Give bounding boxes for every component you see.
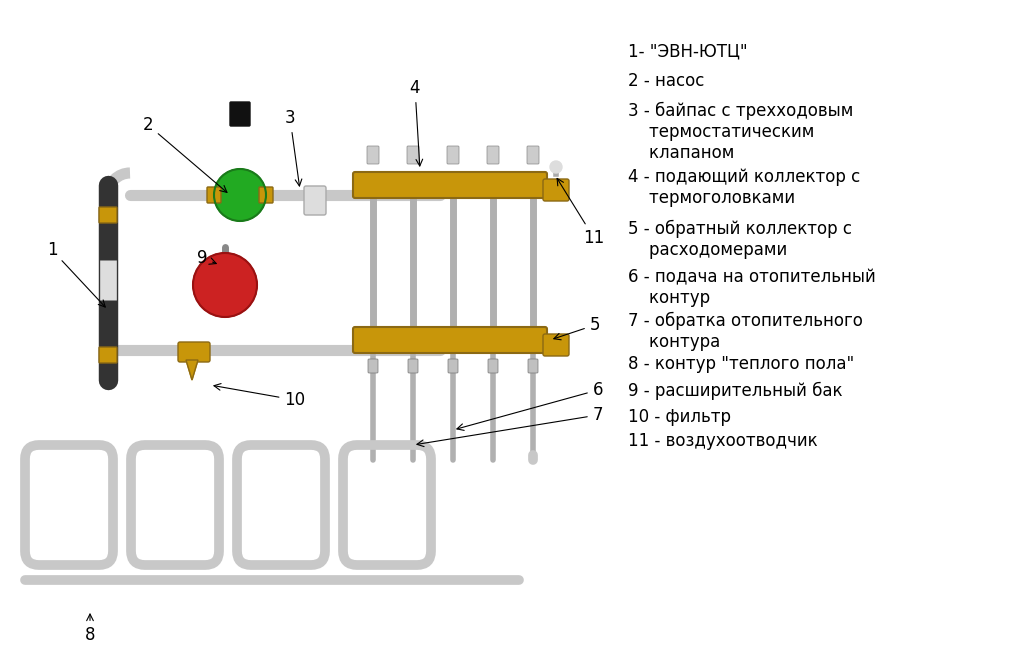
- Text: 10 - фильтр: 10 - фильтр: [628, 408, 731, 426]
- FancyBboxPatch shape: [487, 146, 499, 164]
- FancyBboxPatch shape: [207, 187, 221, 203]
- Text: 11 - воздухоотводчик: 11 - воздухоотводчик: [628, 432, 817, 450]
- Text: 3 - байпас с трехходовым
    термостатическим
    клапаном: 3 - байпас с трехходовым термостатически…: [628, 102, 853, 162]
- FancyBboxPatch shape: [527, 146, 539, 164]
- Text: 9 - расширительный бак: 9 - расширительный бак: [628, 382, 843, 400]
- Circle shape: [550, 161, 562, 173]
- FancyBboxPatch shape: [304, 186, 326, 215]
- Text: 3: 3: [285, 109, 302, 186]
- FancyBboxPatch shape: [543, 179, 569, 201]
- Text: 5 - обратный коллектор с
    расходомерами: 5 - обратный коллектор с расходомерами: [628, 220, 852, 259]
- FancyBboxPatch shape: [368, 359, 378, 373]
- FancyBboxPatch shape: [99, 207, 117, 223]
- Polygon shape: [186, 360, 198, 380]
- FancyBboxPatch shape: [353, 327, 547, 353]
- FancyBboxPatch shape: [353, 172, 547, 198]
- FancyBboxPatch shape: [488, 359, 498, 373]
- Text: 8 - контур "теплого пола": 8 - контур "теплого пола": [628, 355, 854, 373]
- Text: 7 - обратка отопительного
    контура: 7 - обратка отопительного контура: [628, 312, 863, 351]
- Text: 10: 10: [214, 384, 305, 409]
- Text: 7: 7: [417, 406, 603, 447]
- FancyBboxPatch shape: [230, 102, 250, 126]
- FancyBboxPatch shape: [408, 359, 418, 373]
- FancyBboxPatch shape: [543, 334, 569, 356]
- FancyBboxPatch shape: [99, 347, 117, 363]
- Text: 2: 2: [142, 116, 227, 192]
- FancyBboxPatch shape: [449, 359, 458, 373]
- FancyBboxPatch shape: [367, 146, 379, 164]
- Text: 1: 1: [47, 241, 105, 307]
- Text: 5: 5: [554, 316, 600, 340]
- Text: 9: 9: [197, 249, 216, 267]
- Text: 6 - подача на отопительный
    контур: 6 - подача на отопительный контур: [628, 268, 876, 307]
- Text: 11: 11: [557, 179, 604, 247]
- Text: 4: 4: [410, 79, 423, 166]
- FancyBboxPatch shape: [407, 146, 419, 164]
- FancyBboxPatch shape: [178, 342, 210, 362]
- Circle shape: [193, 253, 257, 317]
- Text: 1- "ЭВН-ЮТЦ": 1- "ЭВН-ЮТЦ": [628, 42, 748, 60]
- Circle shape: [214, 169, 266, 221]
- Text: 6: 6: [457, 381, 603, 430]
- Text: 8: 8: [85, 614, 95, 644]
- Text: 2 - насос: 2 - насос: [628, 72, 705, 90]
- Text: 4 - подающий коллектор с
    термоголовками: 4 - подающий коллектор с термоголовками: [628, 168, 860, 207]
- FancyBboxPatch shape: [528, 359, 538, 373]
- FancyBboxPatch shape: [447, 146, 459, 164]
- FancyBboxPatch shape: [259, 187, 273, 203]
